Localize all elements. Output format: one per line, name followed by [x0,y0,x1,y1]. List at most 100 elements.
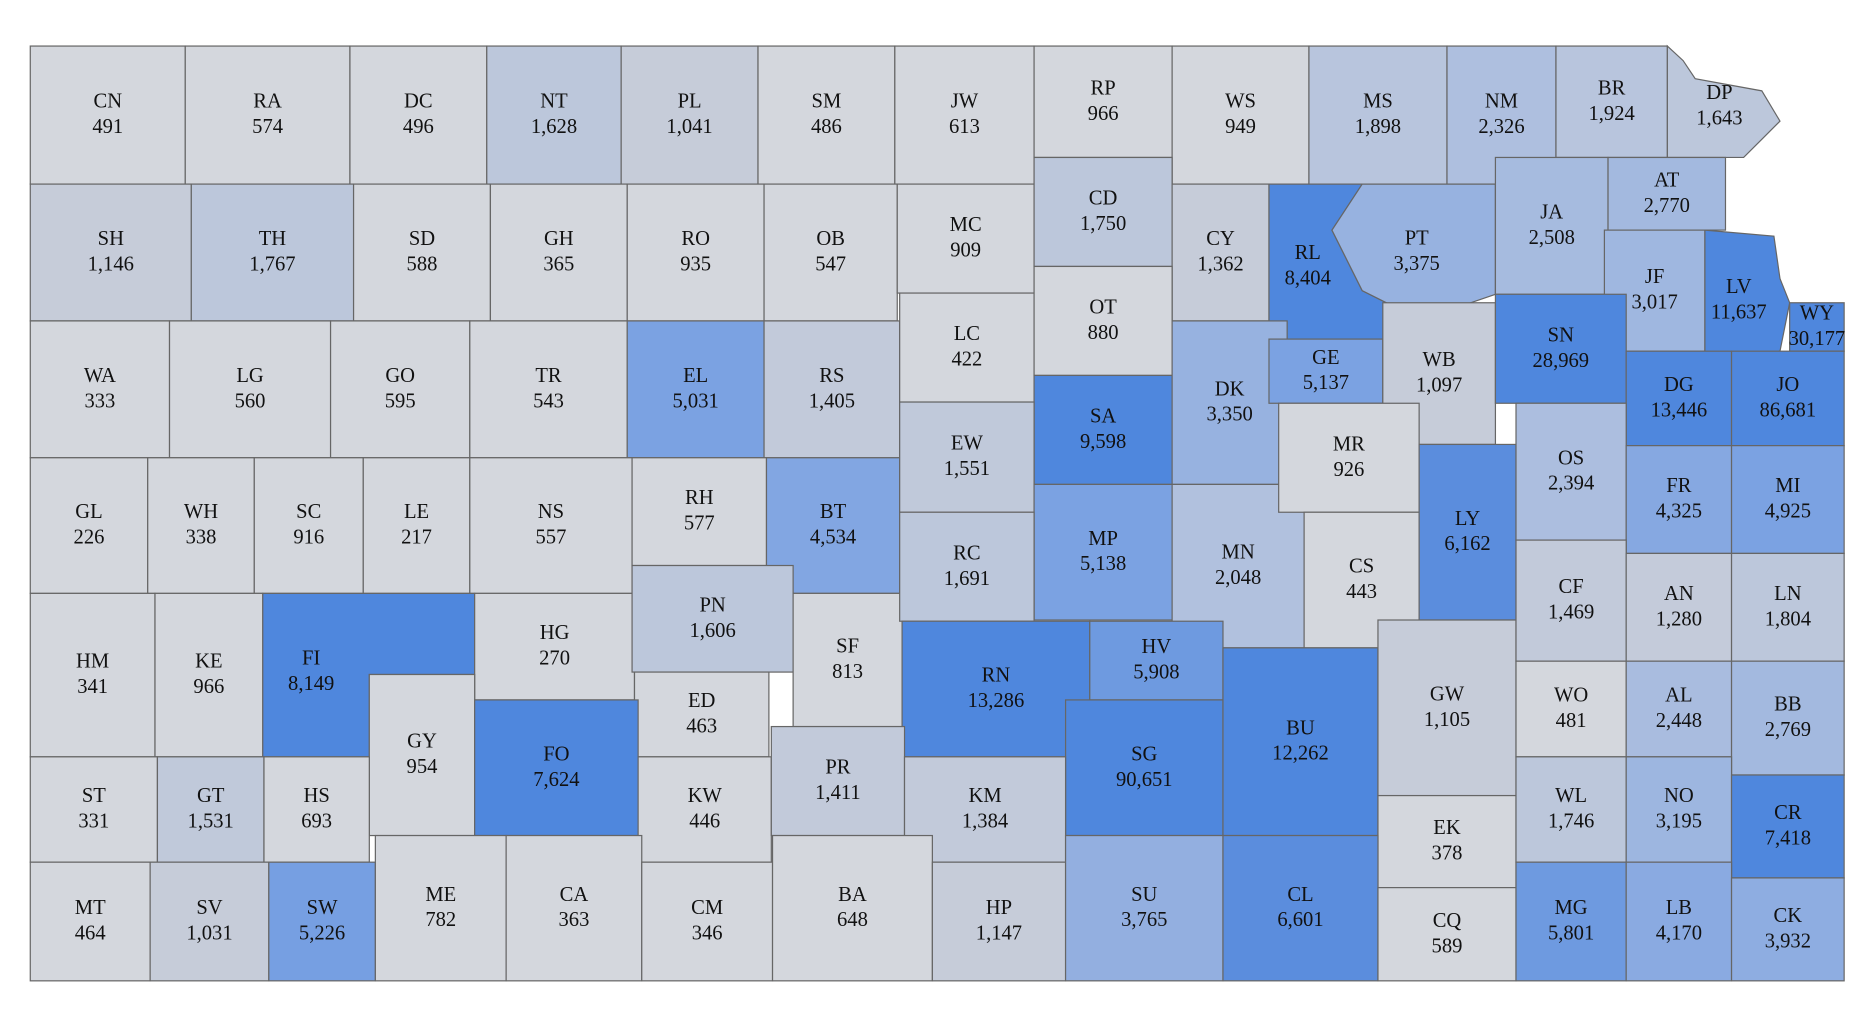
county-value: 2,448 [1656,710,1702,732]
county-value: 2,048 [1215,567,1261,589]
county [626,320,765,459]
county-code: WY [1800,303,1834,325]
county-code: RS [819,365,844,387]
county [620,45,759,185]
county-code: MP [1088,528,1118,550]
county-value: 226 [74,527,105,549]
county [253,457,364,594]
county-value: 378 [1432,843,1463,865]
county-value: 1,750 [1080,213,1126,235]
county-code: CY [1206,228,1235,250]
county-code: SF [836,636,859,658]
county-value: 7,418 [1765,827,1811,849]
county-value: 595 [385,390,416,412]
county [757,45,896,185]
county-code: JA [1540,201,1563,223]
county-value: 693 [301,811,332,833]
county [156,756,265,863]
county-code: BA [838,884,867,906]
county-value: 1,643 [1696,108,1742,130]
county [894,45,1035,185]
county [1625,350,1733,447]
county-value: 12,262 [1272,743,1329,765]
county [489,183,628,322]
county [349,45,488,185]
county-code: BB [1774,694,1801,716]
county [1308,45,1448,185]
county-value: 5,908 [1133,662,1179,684]
county-value: 13,286 [968,690,1025,712]
county [763,183,898,322]
county [1171,183,1270,322]
county-code: SN [1548,324,1574,346]
county-code: GW [1430,683,1465,705]
county-code: HP [986,897,1012,919]
county-code: FO [543,743,569,765]
county [505,834,643,982]
county [1515,861,1627,982]
county [770,725,906,837]
county [763,320,901,459]
county [1064,699,1224,837]
county-code: OT [1089,297,1117,319]
county-value: 1,551 [944,458,990,480]
county [352,183,492,322]
county [190,183,355,322]
county-value: 813 [832,661,863,683]
county-value: 338 [186,527,217,549]
county-value: 782 [425,909,456,931]
county-code: GL [75,501,102,523]
county [1033,483,1173,621]
county [1730,877,1845,982]
county-code: JO [1776,374,1799,396]
county-value: 491 [92,116,123,138]
county-code: BT [820,501,847,523]
county-code: WO [1554,685,1588,707]
county [1171,45,1310,185]
county-code: WA [84,365,116,387]
county-code: CD [1089,188,1118,210]
county-code: LB [1666,897,1692,919]
county [29,45,186,185]
county-value: 365 [543,254,574,276]
county [1033,45,1173,159]
county-value: 1,405 [809,390,855,412]
county-code: EW [951,433,984,455]
county-value: 966 [193,676,224,698]
county-code: MN [1222,542,1255,564]
county-value: 331 [78,811,109,833]
county [899,401,1035,513]
county-value: 333 [84,390,115,412]
county [1730,445,1845,555]
county-code: SW [307,897,338,919]
county [1377,887,1517,982]
county-code: SV [196,897,222,919]
county-value: 5,031 [672,390,718,412]
county [1089,620,1224,701]
county-code: AL [1665,685,1692,707]
county-value: 648 [837,909,868,931]
county-value: 13,446 [1651,399,1708,421]
county [637,756,772,863]
county [1515,756,1627,863]
county-value: 3,350 [1206,404,1252,426]
county-code: WS [1225,91,1256,113]
county-code: MI [1775,475,1800,497]
county [1418,443,1517,621]
county [1222,647,1379,837]
county-code: OS [1558,447,1584,469]
county [469,457,633,594]
county-value: 5,226 [299,923,345,945]
county-value: 1,606 [689,620,735,642]
county [771,834,933,982]
county-code: SD [409,228,435,250]
county-code: TR [535,365,562,387]
county-value: 4,325 [1656,501,1702,523]
county [29,183,192,322]
county [896,183,1035,294]
county [1625,445,1733,555]
county-value: 1,041 [666,116,712,138]
county-value: 346 [692,923,723,945]
county [368,673,476,837]
